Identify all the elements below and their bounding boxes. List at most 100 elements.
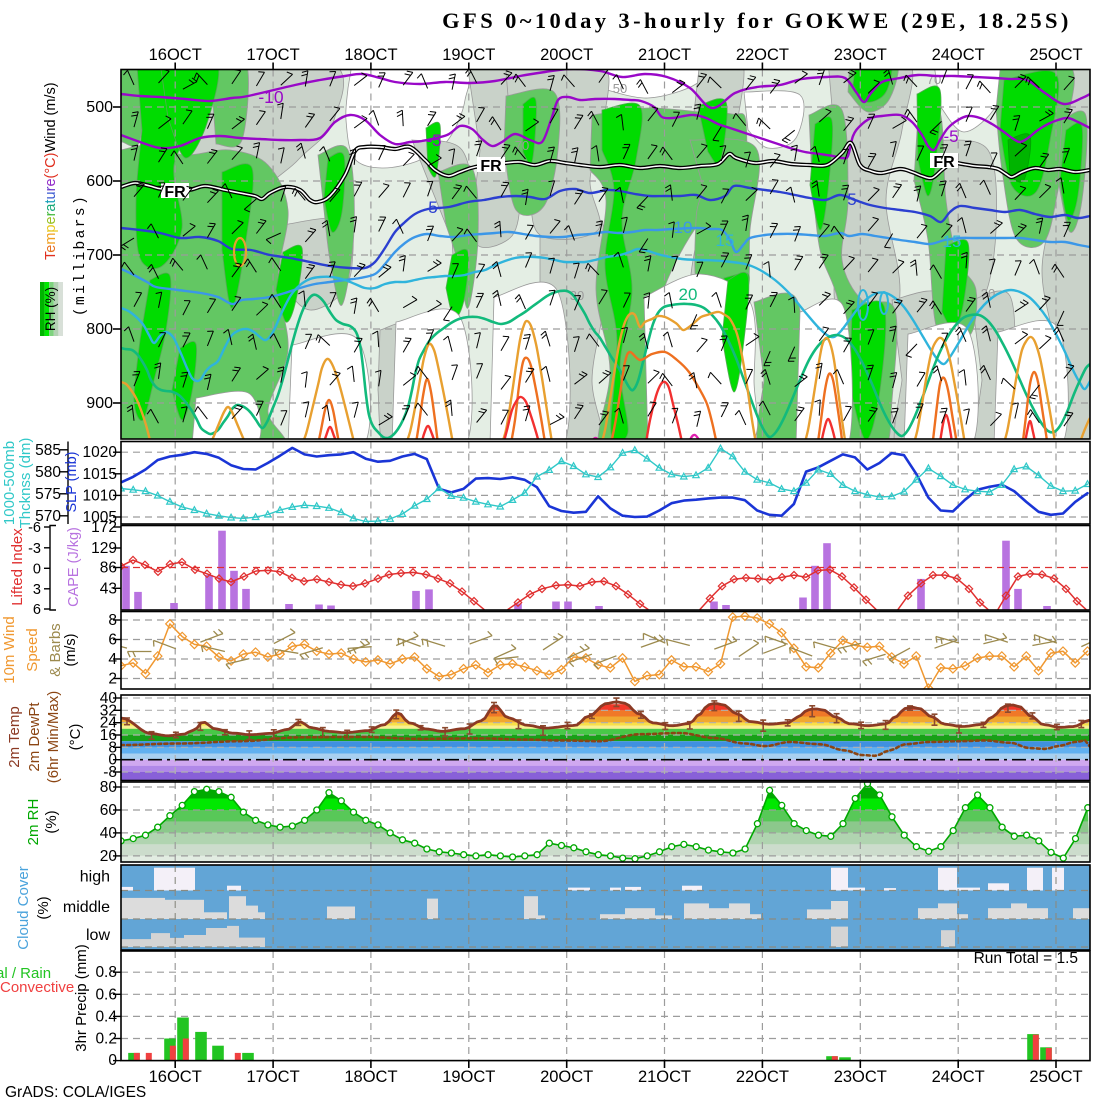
svg-text:(6hr Min/Max): (6hr Min/Max) <box>45 691 62 784</box>
svg-text:22OCT: 22OCT <box>736 1068 789 1086</box>
svg-text:86: 86 <box>100 560 117 577</box>
svg-text:(m/s): (m/s) <box>63 633 79 666</box>
svg-text:700: 700 <box>86 247 113 264</box>
svg-text:50: 50 <box>613 81 627 96</box>
svg-text:18OCT: 18OCT <box>344 46 397 64</box>
svg-text:0: 0 <box>108 752 117 769</box>
svg-text:Convective: Convective <box>0 979 74 996</box>
svg-text:32: 32 <box>100 702 117 719</box>
svg-text:Cloud Cover: Cloud Cover <box>15 866 32 949</box>
svg-text:Speed: Speed <box>24 628 41 671</box>
svg-text:middle: middle <box>63 899 110 916</box>
svg-text:16: 16 <box>100 727 117 744</box>
svg-text:Run Total = 1.5: Run Total = 1.5 <box>974 950 1078 967</box>
svg-text:19OCT: 19OCT <box>442 46 495 64</box>
svg-text:25OCT: 25OCT <box>1029 46 1082 64</box>
svg-text:43: 43 <box>100 580 117 597</box>
svg-text:17OCT: 17OCT <box>246 1068 299 1086</box>
svg-text:2m RH: 2m RH <box>25 799 42 846</box>
svg-text:570: 570 <box>35 508 61 525</box>
svg-text:21OCT: 21OCT <box>638 46 691 64</box>
svg-text:0.2: 0.2 <box>95 1031 117 1048</box>
svg-text:10: 10 <box>674 218 693 237</box>
svg-text:-5: -5 <box>426 131 441 150</box>
svg-text:575: 575 <box>35 486 61 503</box>
svg-text:16OCT: 16OCT <box>149 46 202 64</box>
svg-text:1000-500mb: 1000-500mb <box>1 441 18 525</box>
svg-text:40: 40 <box>100 825 118 842</box>
svg-text:FR: FR <box>480 158 502 175</box>
svg-text:-3: -3 <box>28 541 41 557</box>
svg-text:15: 15 <box>943 232 962 251</box>
svg-text:40: 40 <box>100 690 118 707</box>
svg-text:0: 0 <box>33 561 41 577</box>
svg-text:129: 129 <box>91 540 117 557</box>
svg-text:19OCT: 19OCT <box>442 1068 495 1086</box>
svg-text:SLP (mb): SLP (mb) <box>64 452 80 513</box>
svg-text:1020: 1020 <box>83 444 118 461</box>
svg-text:3hr Precip (mm): 3hr Precip (mm) <box>73 944 90 1052</box>
svg-text:(°C): (°C) <box>67 724 84 751</box>
svg-text:17OCT: 17OCT <box>246 46 299 64</box>
svg-text:25OCT: 25OCT <box>1029 1068 1082 1086</box>
svg-text:4: 4 <box>108 651 117 668</box>
svg-text:23OCT: 23OCT <box>834 46 887 64</box>
svg-text:10m Wind: 10m Wind <box>1 616 18 684</box>
svg-text:-10: -10 <box>258 87 284 107</box>
svg-text:24OCT: 24OCT <box>932 1068 985 1086</box>
svg-text:(%): (%) <box>43 810 60 833</box>
svg-text:24: 24 <box>100 715 118 732</box>
svg-text:& Barbs: & Barbs <box>47 623 64 676</box>
svg-text:80: 80 <box>100 779 118 796</box>
svg-text:580: 580 <box>35 464 61 481</box>
svg-text:8: 8 <box>108 612 117 629</box>
svg-text:Temperature(°C)Wind (m/s): Temperature(°C)Wind (m/s) <box>43 82 59 260</box>
svg-text:15: 15 <box>716 231 735 250</box>
svg-text:60: 60 <box>100 802 118 819</box>
svg-text:18OCT: 18OCT <box>344 1068 397 1086</box>
svg-text:172: 172 <box>91 519 117 536</box>
svg-text:0.4: 0.4 <box>95 1008 117 1025</box>
svg-text:GFS 0~10day 3-hourly for GOKWE: GFS 0~10day 3-hourly for GOKWE (29E, 18.… <box>442 8 1072 33</box>
svg-text:900: 900 <box>86 395 113 412</box>
svg-text:20: 20 <box>679 285 698 304</box>
svg-text:1015: 1015 <box>83 466 117 483</box>
svg-text:(millibars): (millibars) <box>73 194 89 316</box>
svg-text:800: 800 <box>86 321 113 338</box>
svg-text:Thcknss (dm): Thcknss (dm) <box>17 438 34 529</box>
svg-text:CAPE (J/kg): CAPE (J/kg) <box>66 527 82 607</box>
svg-text:20OCT: 20OCT <box>540 1068 593 1086</box>
svg-text:FR: FR <box>933 154 955 171</box>
svg-text:23OCT: 23OCT <box>834 1068 887 1086</box>
svg-text:0.8: 0.8 <box>95 964 117 981</box>
svg-text:2: 2 <box>108 671 117 688</box>
svg-text:5: 5 <box>847 190 856 209</box>
svg-text:(%): (%) <box>35 896 52 919</box>
svg-text:high: high <box>80 869 110 886</box>
svg-text:6: 6 <box>108 632 117 649</box>
svg-text:-5: -5 <box>943 127 958 146</box>
svg-text:-6: -6 <box>28 520 41 536</box>
svg-text:1005: 1005 <box>83 509 117 526</box>
svg-text:600: 600 <box>86 173 113 190</box>
svg-text:5: 5 <box>428 198 437 217</box>
svg-text:RH (%): RH (%) <box>43 287 58 331</box>
svg-text:20OCT: 20OCT <box>540 46 593 64</box>
svg-text:8: 8 <box>108 739 117 756</box>
svg-text:22OCT: 22OCT <box>736 46 789 64</box>
svg-text:70: 70 <box>515 138 529 153</box>
svg-text:24OCT: 24OCT <box>932 46 985 64</box>
svg-text:FR: FR <box>164 184 186 201</box>
svg-text:16OCT: 16OCT <box>149 1068 202 1086</box>
svg-text:500: 500 <box>86 99 113 116</box>
svg-text:1010: 1010 <box>83 487 118 504</box>
svg-text:2m Temp: 2m Temp <box>6 706 23 767</box>
svg-text:Lifted Index: Lifted Index <box>9 528 26 606</box>
svg-text:20: 20 <box>100 848 118 865</box>
svg-text:3: 3 <box>33 582 41 598</box>
svg-text:-8: -8 <box>103 764 117 781</box>
svg-text:Total / Rain: Total / Rain <box>0 965 51 982</box>
svg-text:21OCT: 21OCT <box>638 1068 691 1086</box>
svg-text:6: 6 <box>33 602 41 618</box>
svg-text:0: 0 <box>108 1052 117 1069</box>
